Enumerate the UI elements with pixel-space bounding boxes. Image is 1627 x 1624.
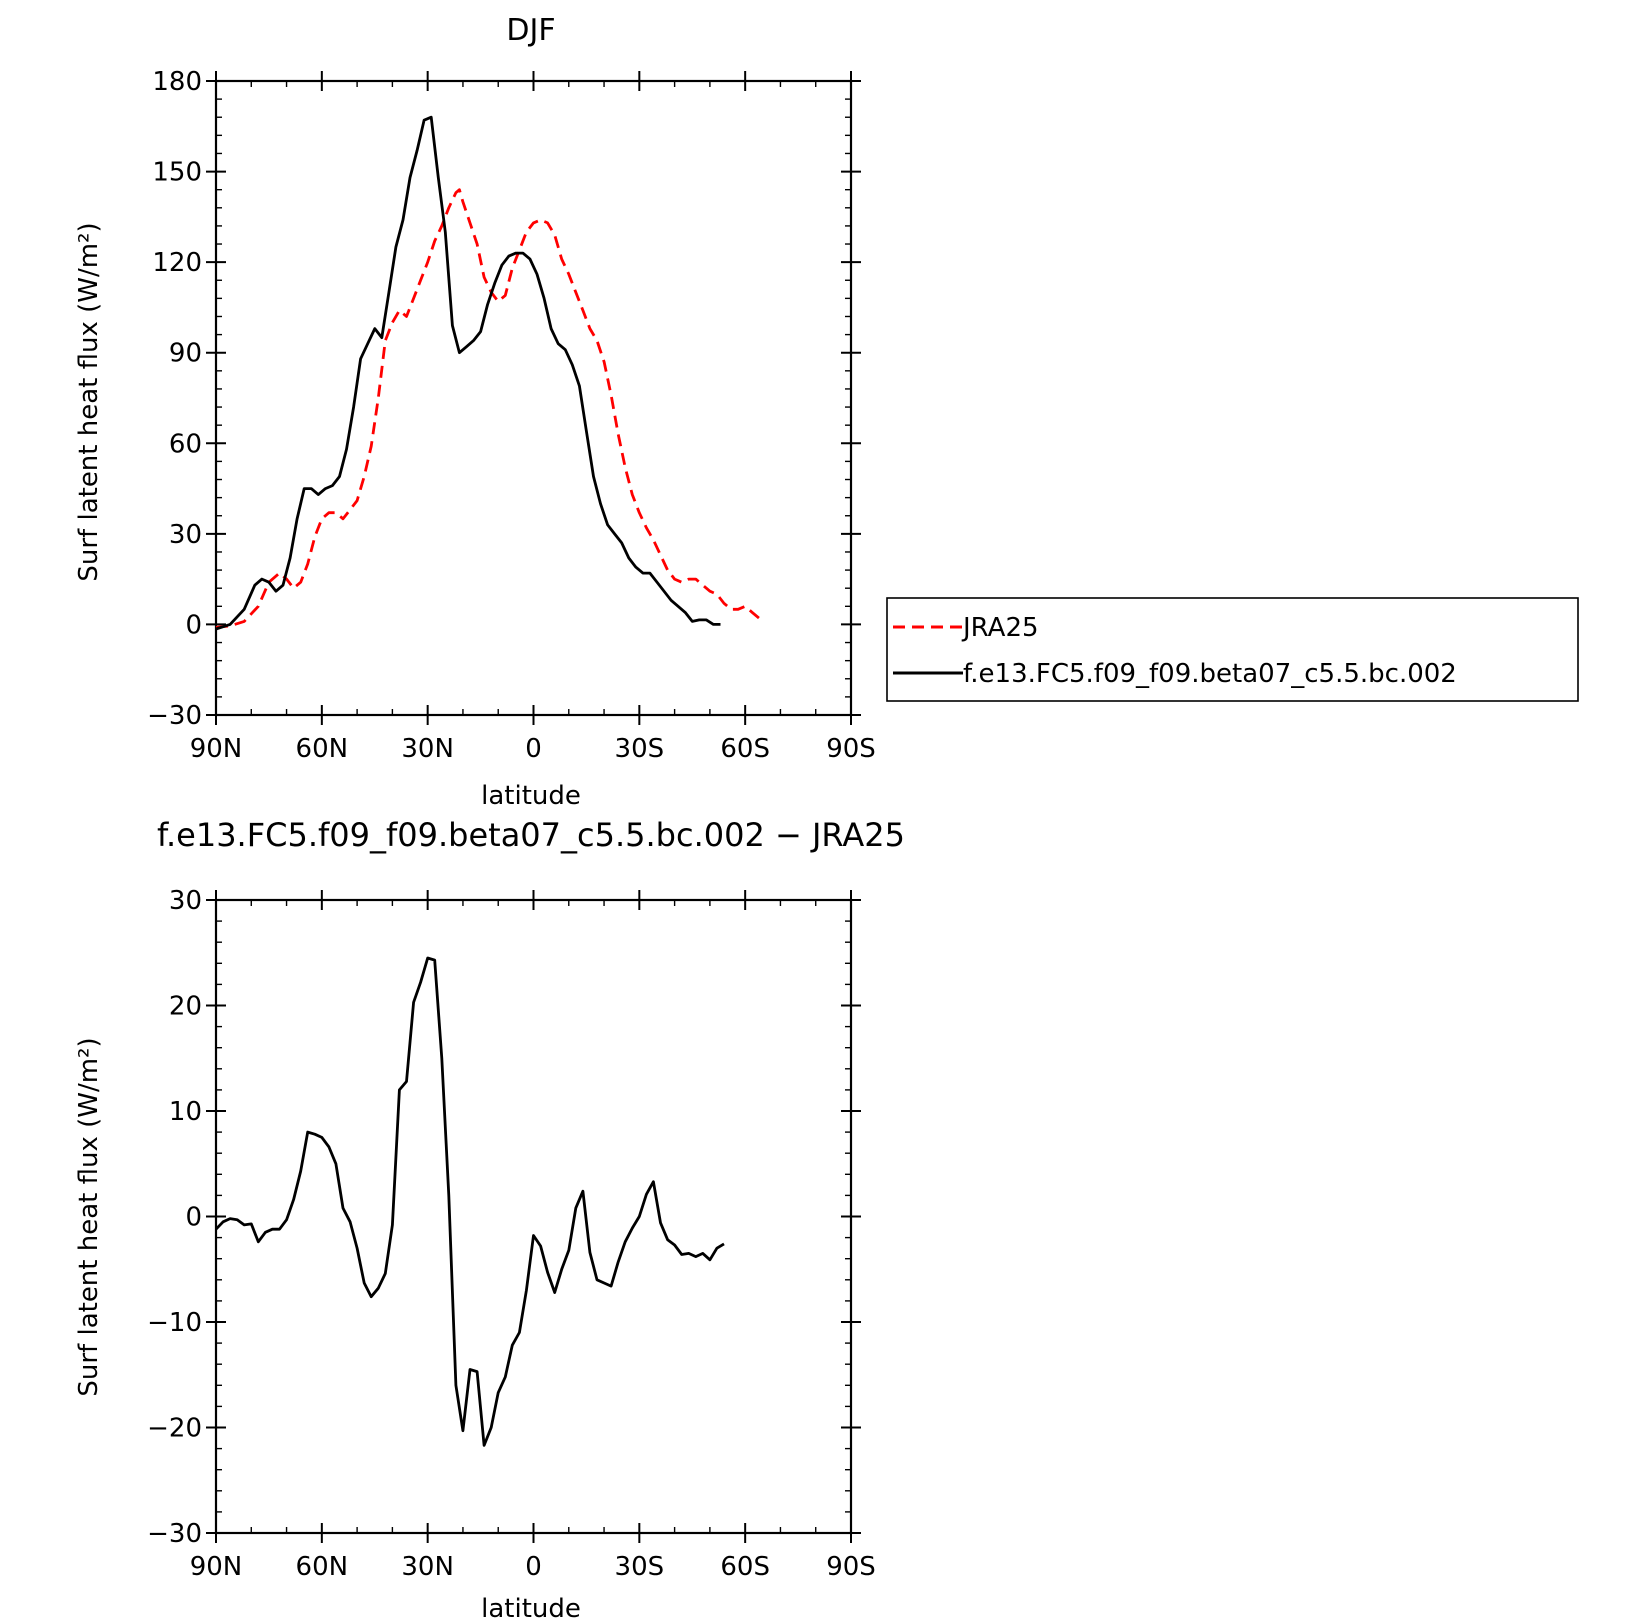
bottom-y-tick-label: 0 <box>185 1203 202 1233</box>
top-y-tick-label: −30 <box>147 701 202 731</box>
bottom-x-tick-label: 60N <box>296 1552 349 1582</box>
top-y-tick-label: 0 <box>185 610 202 640</box>
bottom-y-tick-label: −10 <box>147 1308 202 1338</box>
top-y-tick-label: 30 <box>169 520 202 550</box>
bottom-chart-title: f.e13.FC5.f09_f09.beta07_c5.5.bc.002 − J… <box>157 816 905 854</box>
top-x-tick-label: 0 <box>525 734 542 764</box>
bottom-x-tick-label: 90N <box>190 1552 243 1582</box>
top-y-tick-label: 120 <box>152 248 202 278</box>
top-y-tick-label: 90 <box>169 339 202 369</box>
bottom-y-axis-label: Surf latent heat flux (W/m²) <box>74 1037 104 1396</box>
top-y-tick-label: 60 <box>169 429 202 459</box>
top-x-tick-label: 30S <box>615 734 665 764</box>
top-x-tick-label: 90N <box>190 734 243 764</box>
top-plot-frame <box>214 79 853 717</box>
top-series-line-model <box>215 115 721 631</box>
bottom-series-line-difference <box>214 956 725 1447</box>
bottom-x-tick-label: 30S <box>615 1552 665 1582</box>
bottom-y-tick-label: −20 <box>147 1414 202 1444</box>
top-x-tick-label: 90S <box>826 734 876 764</box>
top-y-tick-label: 180 <box>152 67 202 97</box>
top-x-tick-label: 60N <box>296 734 349 764</box>
top-series-line-jra25 <box>215 188 761 629</box>
bottom-y-tick-label: 30 <box>169 886 202 916</box>
bottom-y-tick-label: −30 <box>147 1519 202 1549</box>
bottom-plot-frame <box>214 898 853 1535</box>
legend-label-model: f.e13.FC5.f09_f09.beta07_c5.5.bc.002 <box>963 659 1457 689</box>
legend-label-jra25: JRA25 <box>961 613 1039 643</box>
top-panel-djf: DJF Surf latent heat flux (W/m²) latitud… <box>74 13 876 811</box>
top-x-axis-label: latitude <box>481 781 581 811</box>
bottom-y-tick-label: 10 <box>169 1097 202 1127</box>
top-x-tick-label: 60S <box>720 734 770 764</box>
bottom-x-tick-label: 90S <box>826 1552 876 1582</box>
top-y-axis-label: Surf latent heat flux (W/m²) <box>74 222 104 581</box>
bottom-x-tick-label: 0 <box>525 1552 542 1582</box>
bottom-y-tick-label: 20 <box>169 992 202 1022</box>
top-chart-title: DJF <box>506 13 555 48</box>
legend: JRA25 f.e13.FC5.f09_f09.beta07_c5.5.bc.0… <box>886 597 1579 702</box>
bottom-x-tick-label: 30N <box>401 1552 454 1582</box>
bottom-x-axis-label: latitude <box>481 1594 581 1624</box>
legend-box <box>886 597 1579 702</box>
bottom-x-tick-label: 60S <box>720 1552 770 1582</box>
top-x-tick-label: 30N <box>401 734 454 764</box>
top-y-tick-label: 150 <box>152 158 202 188</box>
bottom-panel-difference: f.e13.FC5.f09_f09.beta07_c5.5.bc.002 − J… <box>74 816 905 1624</box>
